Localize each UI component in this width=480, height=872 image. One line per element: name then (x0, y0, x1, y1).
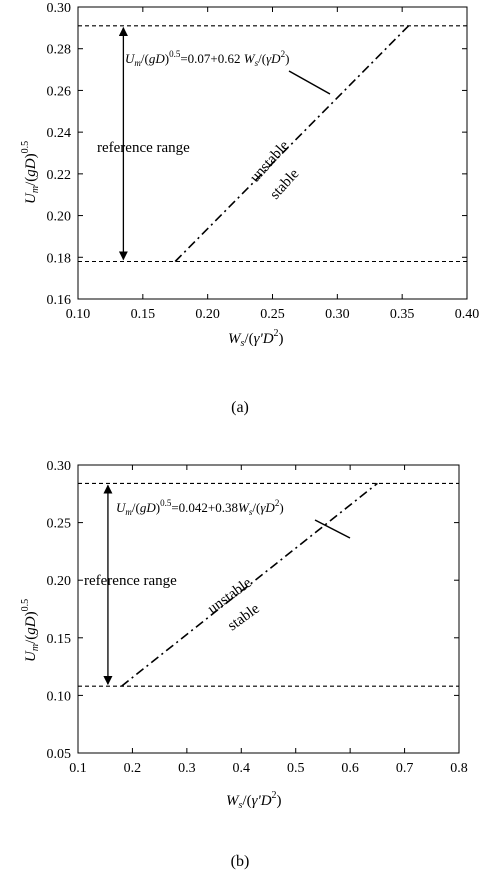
x-tick-label: 0.6 (341, 761, 359, 776)
y-tick-label: 0.15 (47, 632, 72, 647)
equation-annotation: Um/(gD)0.5=0.042+0.38Ws/(γD2) (116, 498, 284, 517)
y-tick-label: 0.25 (47, 517, 72, 532)
x-tick-label: 0.4 (233, 761, 251, 776)
x-tick-label: 0.25 (260, 307, 285, 322)
y-tick-label: 0.10 (47, 689, 72, 704)
x-tick-label: 0.35 (390, 307, 415, 322)
y-axis-label: Um/(gD)0.5 (20, 141, 41, 204)
y-tick-label: 0.24 (47, 126, 72, 141)
panel-label-b: (b) (231, 853, 250, 870)
equation-annotation: Um/(gD)0.5=0.07+0.62 Ws/(γD2) (125, 49, 289, 68)
y-tick-label: 0.05 (47, 747, 72, 762)
y-tick-label: 0.18 (47, 251, 72, 266)
stability-boundary-line (121, 482, 378, 687)
x-tick-label: 0.7 (396, 761, 414, 776)
x-axis-label: Ws/(γ'D2) (226, 790, 282, 811)
x-tick-label: 0.8 (450, 761, 468, 776)
y-tick-label: 0.30 (47, 1, 72, 16)
y-tick-label: 0.20 (47, 574, 72, 589)
x-tick-label: 0.40 (455, 307, 480, 322)
plot-area-frame (77, 464, 460, 754)
stable-label: stable (225, 601, 263, 635)
y-tick-label: 0.20 (47, 210, 72, 225)
x-tick-label: 0.2 (124, 761, 142, 776)
y-tick-label: 0.22 (47, 168, 72, 183)
equation-constant-text: =0.042+0.38 (171, 500, 238, 515)
x-tick-label: 0.3 (178, 761, 196, 776)
reference-range-label: reference range (97, 140, 190, 156)
x-tick-label: 0.15 (131, 307, 156, 322)
x-tick-label: 0.20 (195, 307, 220, 322)
y-tick-label: 0.16 (47, 293, 72, 308)
y-tick-label: 0.26 (47, 84, 72, 99)
tick-labels: 0.10 0.15 0.20 0.25 0.30 0.35 0.40 0.16 0.18 0.20… (47, 1, 480, 322)
panel-label-a: (a) (231, 399, 249, 416)
chart-panel-a: 0.10 0.15 0.20 0.25 0.30 0.35 0.40 0.16 0.18 0.20… (20, 1, 479, 416)
y-tick-label: 0.28 (47, 43, 72, 58)
chart-panel-b: 0.1 0.2 0.3 0.4 0.5 0.6 0.7 0.8 0.05 0.10 0.15 0.20… (20, 459, 468, 870)
tick-marks (77, 6, 468, 300)
x-tick-label: 0.30 (325, 307, 350, 322)
reference-range-label: reference range (84, 573, 177, 589)
tick-marks (77, 464, 460, 754)
stable-label: stable (267, 166, 303, 203)
x-axis-label: Ws/(γ'D2) (228, 328, 284, 349)
x-tick-label: 0.10 (66, 307, 91, 322)
equation-constant-text: =0.07+0.62 (180, 51, 240, 66)
stability-boundary-line (174, 25, 410, 263)
y-axis-label: Um/(gD)0.5 (20, 599, 41, 662)
y-tick-label: 0.30 (47, 459, 72, 474)
x-tick-label: 0.1 (69, 761, 87, 776)
tick-labels: 0.1 0.2 0.3 0.4 0.5 0.6 0.7 0.8 0.05 0.10 0.15 0.20… (47, 459, 468, 776)
x-tick-label: 0.5 (287, 761, 305, 776)
data-series (78, 25, 467, 263)
data-series (78, 482, 459, 687)
equation-pointer-line (288, 70, 331, 95)
equation-pointer-line (314, 519, 351, 539)
